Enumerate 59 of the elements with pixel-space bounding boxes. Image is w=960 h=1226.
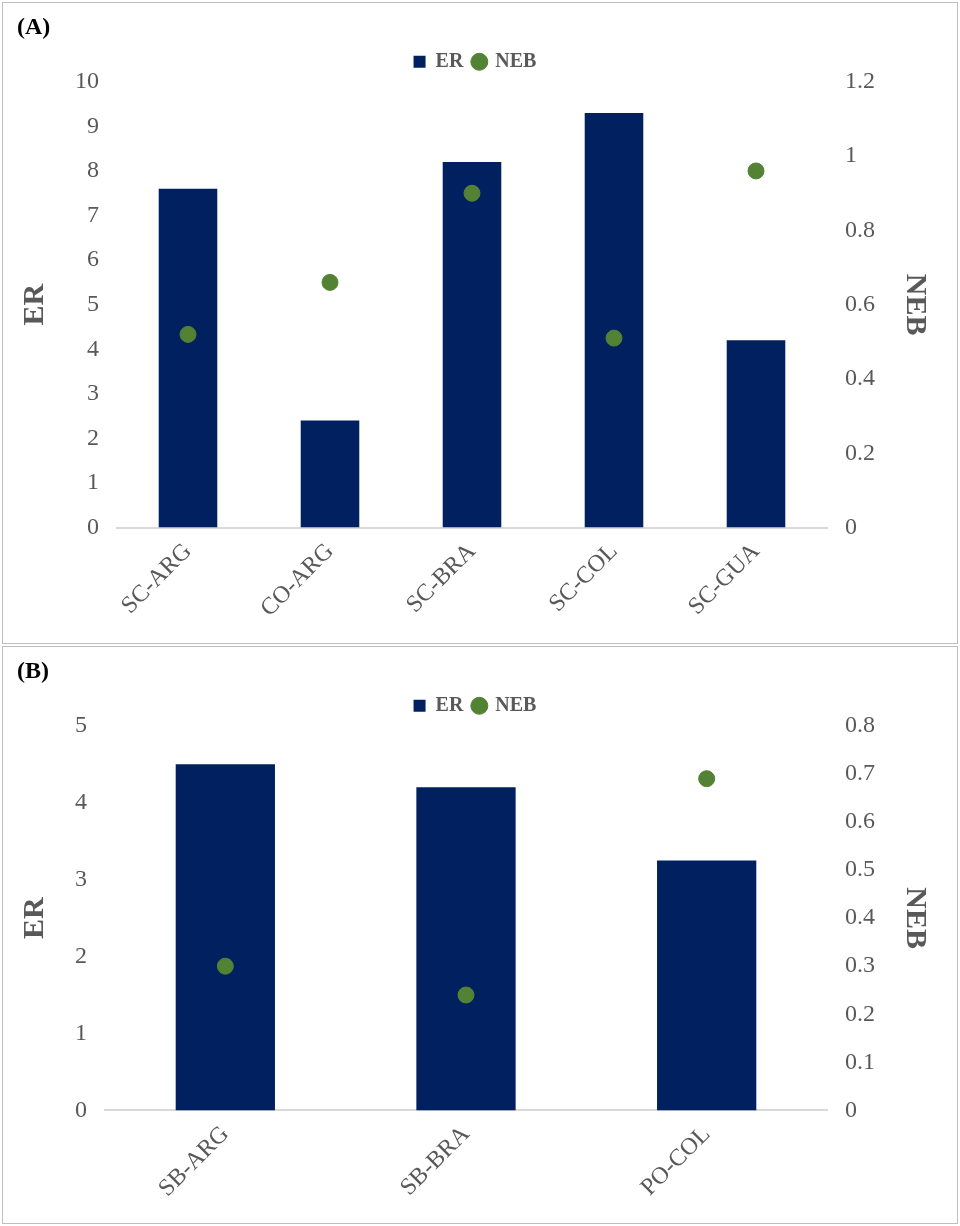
y-tick-label: 3: [87, 379, 99, 406]
y2-tick-label: 0.5: [845, 855, 875, 882]
y2-tick-label: 0.6: [845, 807, 875, 834]
legend-label: ER: [435, 48, 464, 71]
y-tick-label: 0: [75, 1095, 87, 1122]
y2-axis-title: NEB: [901, 273, 935, 336]
bar: [442, 162, 502, 528]
bar: [416, 787, 516, 1111]
y2-tick-label: 0: [845, 512, 857, 539]
y2-tick-label: 0.1: [845, 1047, 875, 1074]
y2-axis-title: NEB: [901, 887, 935, 949]
y2-tick-label: 0.4: [845, 903, 875, 930]
legend-label: ER: [435, 692, 464, 715]
chart-title: (A): [17, 12, 51, 39]
point: [457, 986, 475, 1004]
y2-tick-label: 0.2: [845, 999, 875, 1026]
y-tick-label: 0: [87, 512, 99, 539]
chart-title: (B): [17, 656, 49, 683]
y-axis-title: ER: [15, 283, 49, 326]
y-tick-label: 6: [87, 245, 99, 272]
y-tick-label: 8: [87, 156, 99, 183]
y-tick-label: 4: [75, 788, 87, 815]
y2-tick-label: 1.2: [845, 67, 875, 94]
y-tick-label: 1: [75, 1018, 87, 1045]
point: [179, 325, 197, 343]
y2-tick-label: 0.6: [845, 289, 875, 316]
y2-tick-label: 0.4: [845, 364, 875, 391]
y-tick-label: 2: [75, 941, 87, 968]
point: [698, 770, 716, 788]
y2-tick-label: 0.3: [845, 951, 875, 978]
point: [605, 329, 623, 347]
y-tick-label: 5: [87, 289, 99, 316]
y-tick-label: 9: [87, 111, 99, 138]
bar: [158, 188, 218, 528]
bar: [584, 113, 644, 528]
y-tick-label: 5: [75, 711, 87, 738]
legend-label: NEB: [495, 692, 537, 715]
y2-tick-label: 0.2: [845, 438, 875, 465]
point: [463, 184, 481, 202]
point: [747, 162, 765, 180]
bar: [726, 340, 786, 528]
y-tick-label: 3: [75, 864, 87, 891]
y2-tick-label: 0.8: [845, 711, 875, 738]
y-axis-title: ER: [15, 896, 49, 939]
y-tick-label: 7: [87, 200, 99, 227]
bar: [175, 764, 275, 1111]
y2-tick-label: 0.7: [845, 759, 875, 786]
y-tick-label: 4: [87, 334, 99, 361]
bar: [657, 860, 757, 1111]
y2-tick-label: 0.8: [845, 215, 875, 242]
point: [216, 957, 234, 975]
y-tick-label: 2: [87, 423, 99, 450]
bar: [300, 420, 360, 528]
y2-tick-label: 0: [845, 1095, 857, 1122]
legend-label: NEB: [495, 48, 537, 71]
y-tick-label: 1: [87, 468, 99, 495]
y2-tick-label: 1: [845, 141, 857, 168]
y-tick-label: 10: [75, 67, 99, 94]
point: [321, 273, 339, 291]
